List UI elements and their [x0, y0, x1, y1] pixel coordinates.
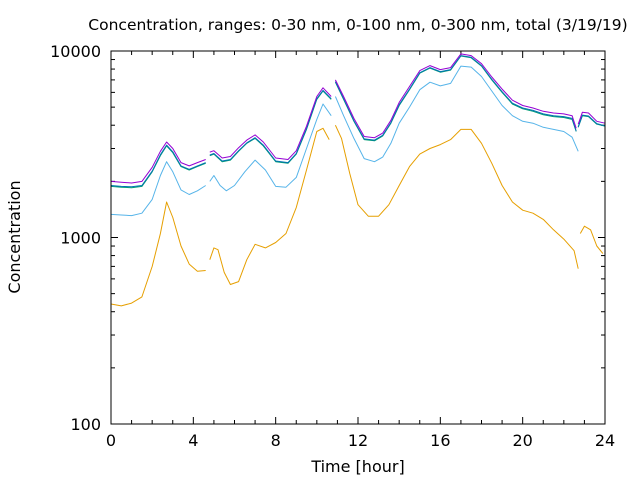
x-tick-label: 4 [188, 431, 198, 450]
series-1-line [110, 201, 206, 307]
x-tick-label: 24 [595, 431, 615, 450]
x-tick-label: 0 [106, 431, 116, 450]
series-2-line [110, 161, 206, 217]
series-3-line [577, 115, 606, 128]
series-5-line [334, 53, 577, 139]
y-tick-label: 100 [70, 415, 101, 434]
series-3-line [209, 90, 332, 164]
series-layer [110, 53, 606, 307]
series-2-line [209, 103, 332, 192]
series-4-line [577, 114, 606, 128]
series-5-line [577, 111, 606, 125]
y-tick-label: 10000 [50, 42, 101, 61]
y-axis-label: Concentration [5, 180, 24, 293]
axis-ticks: 0 4 8 12 16 20 24 100 1000 10000 [50, 42, 615, 450]
series-5-line [209, 87, 332, 160]
x-tick-label: 16 [430, 431, 450, 450]
series-2-line [334, 65, 579, 163]
series-4-line [209, 89, 332, 164]
plot-frame [110, 50, 606, 425]
series-5-line [110, 141, 206, 184]
x-tick-label: 12 [348, 431, 368, 450]
series-3-line [334, 55, 577, 142]
x-tick-label: 20 [512, 431, 532, 450]
x-axis-label: Time [hour] [310, 457, 404, 476]
series-4-line [334, 55, 577, 141]
series-1-line [209, 127, 330, 285]
y-tick-label: 1000 [60, 229, 101, 248]
chart-title: Concentration, ranges: 0-30 nm, 0-100 nm… [88, 16, 627, 34]
series-4-line [110, 144, 206, 188]
series-1-line [579, 225, 604, 254]
x-tick-label: 8 [271, 431, 281, 450]
series-1-line [334, 124, 579, 269]
